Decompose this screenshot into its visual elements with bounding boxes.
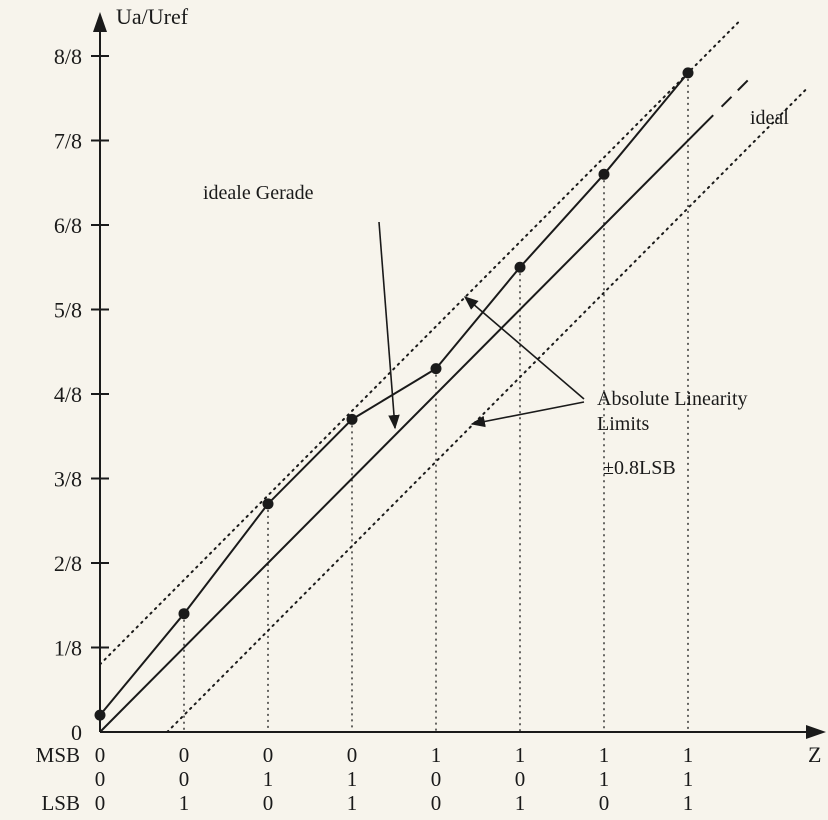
bit-value: 0	[263, 791, 274, 815]
bit-value: 1	[599, 767, 610, 791]
measured-point	[178, 608, 190, 620]
y-tick-label: 4/8	[54, 382, 82, 407]
bit-value: 0	[431, 791, 442, 815]
measured-point	[346, 413, 358, 425]
arrow-limit-upper	[463, 296, 585, 400]
measured-point	[94, 709, 106, 721]
bit-value: 0	[347, 743, 358, 767]
y-tick-label: 8/8	[54, 44, 82, 69]
label-ideale-gerade: ideale Gerade	[203, 182, 314, 204]
bit-value: 0	[515, 767, 526, 791]
bit-value: 1	[431, 743, 442, 767]
label-limits-value: ±0.8LSB	[603, 457, 676, 479]
bit-value: 1	[683, 791, 694, 815]
y-tick-label: 1/8	[54, 636, 82, 661]
bit-value: 1	[599, 743, 610, 767]
bit-value: 1	[683, 767, 694, 791]
y-axis-arrowhead	[93, 12, 107, 32]
reference-lines	[99, 21, 807, 733]
bit-value: 1	[683, 743, 694, 767]
y-axis-label: Ua/Uref	[116, 4, 189, 29]
lower-limit-line	[166, 88, 807, 733]
bit-value: 0	[95, 767, 106, 791]
y-tick-label: 6/8	[54, 213, 82, 238]
measured-point	[430, 363, 442, 375]
bit-value: 1	[347, 767, 358, 791]
measured-transfer-line	[99, 72, 689, 716]
y-ticks: 0 1/8 2/8 3/8 4/8 5/8 6/8 7/8 8/8	[54, 44, 109, 745]
vertical-guides	[183, 72, 689, 732]
x-axis-label: Z	[808, 742, 821, 767]
y-tick-label: 0	[71, 720, 82, 745]
bit-value: 0	[95, 791, 106, 815]
arrow-ideale-gerade	[378, 221, 400, 430]
y-tick-label: 2/8	[54, 551, 82, 576]
ideal-line	[99, 114, 714, 733]
bit-value: 1	[179, 791, 190, 815]
bit-value: 0	[599, 791, 610, 815]
bit-value: 1	[515, 791, 526, 815]
bit-value: 1	[515, 743, 526, 767]
bit-value: 1	[263, 767, 274, 791]
bit-row-label: LSB	[41, 791, 80, 815]
bit-value: 0	[431, 767, 442, 791]
x-axis-arrowhead	[806, 725, 826, 739]
bit-value: 1	[347, 791, 358, 815]
measured-points	[94, 67, 694, 721]
y-tick-label: 7/8	[54, 129, 82, 154]
upper-limit-line	[99, 21, 740, 666]
measured-point	[514, 261, 526, 273]
bit-value: 0	[179, 743, 190, 767]
bit-value: 0	[95, 743, 106, 767]
bit-value: 0	[179, 767, 190, 791]
y-tick-label: 3/8	[54, 467, 82, 492]
measured-point	[598, 168, 610, 180]
measured-point	[682, 67, 694, 79]
arrow-limit-lower	[470, 401, 585, 428]
y-tick-label: 5/8	[54, 298, 82, 323]
label-limits-line1: Absolute Linearity	[597, 388, 748, 410]
label-limits-line2: Limits	[597, 413, 649, 435]
bit-row-label: MSB	[36, 743, 80, 767]
bit-value: 0	[263, 743, 274, 767]
ideal-line-dashed-extension	[720, 76, 752, 108]
measured-point	[262, 498, 274, 510]
label-ideal: ideal	[750, 107, 789, 129]
